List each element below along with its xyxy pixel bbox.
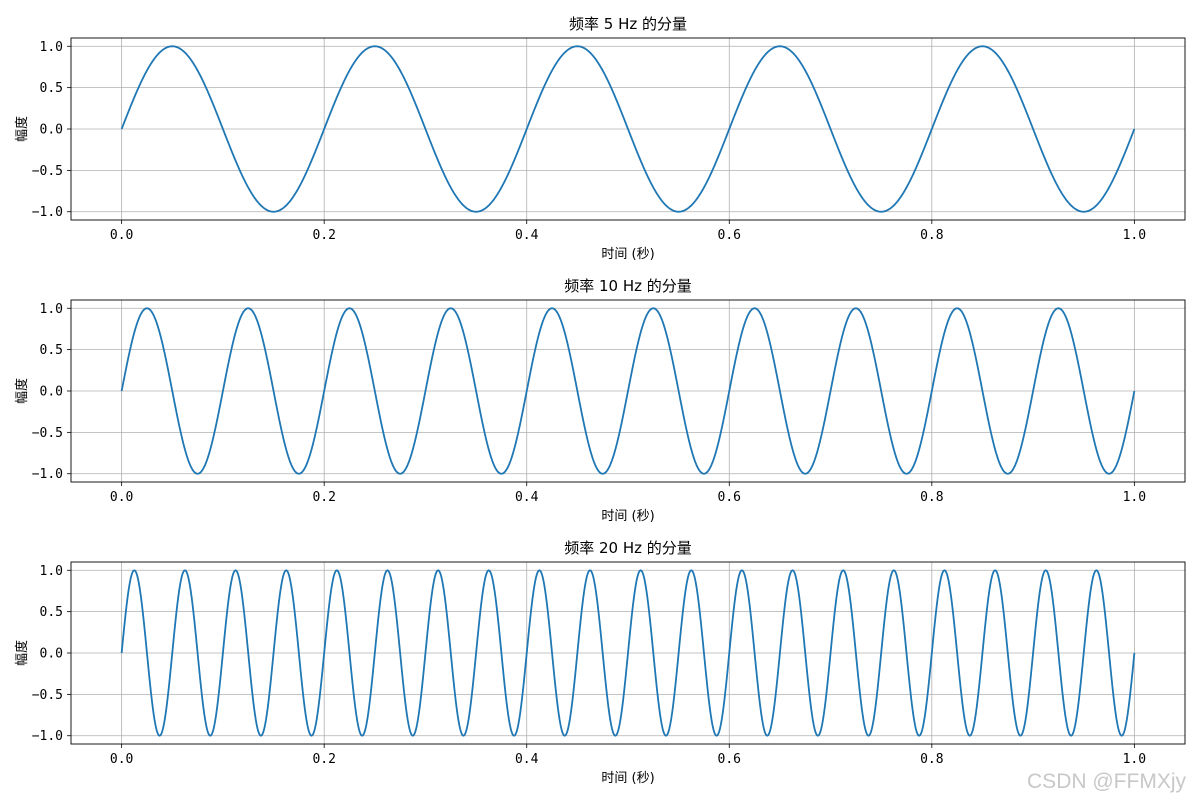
y-tick-label: 0.5 [40, 605, 63, 620]
x-tick-label: 0.4 [515, 490, 539, 505]
x-axis-label: 时间 (秒) [601, 247, 654, 262]
y-tick-label: 1.0 [40, 302, 63, 317]
series-line [120, 307, 1136, 475]
y-tick-label: 0.0 [40, 647, 63, 662]
y-tick-label: 1.0 [40, 40, 63, 55]
axes-frame [70, 299, 1186, 483]
y-axis-label: 幅度 [14, 116, 30, 142]
y-tick-label: −1.0 [32, 467, 63, 482]
y-tick-label: 0.5 [40, 81, 63, 96]
chart-title: 频率 10 Hz 的分量 [564, 277, 692, 295]
subplot-3: 0.0 0.2 0.4 0.6 0.8 1.0 1.0 0.5 0.0 −0.5 −1.0 频率 20… [14, 539, 1186, 786]
chart-title: 频率 5 Hz 的分量 [569, 15, 687, 33]
series-line [120, 569, 1136, 737]
y-axis-label: 幅度 [14, 378, 30, 404]
x-tick-label: 0.0 [110, 752, 133, 767]
y-tick-label: 1.0 [40, 564, 63, 579]
series-line [120, 45, 1136, 213]
x-tick-label: 1.0 [1123, 490, 1146, 505]
y-tick-label: −0.5 [32, 426, 63, 441]
y-tick-label: 0.5 [40, 343, 63, 358]
x-tick-label: 0.2 [312, 752, 335, 767]
y-tick-label: −1.0 [32, 729, 63, 744]
axes-frame [70, 37, 1186, 221]
x-tick-label: 0.2 [312, 490, 335, 505]
x-tick-label: 0.2 [312, 228, 335, 243]
x-tick-label: 0.8 [920, 752, 943, 767]
x-tick-label: 0.0 [110, 228, 133, 243]
x-axis-label: 时间 (秒) [601, 509, 654, 524]
x-tick-label: 0.6 [718, 752, 741, 767]
axes-frame [70, 561, 1186, 745]
y-tick-label: −0.5 [32, 164, 63, 179]
y-tick-label: −1.0 [32, 205, 63, 220]
y-tick-label: 0.0 [40, 385, 63, 400]
chart-title: 频率 20 Hz 的分量 [564, 539, 692, 557]
x-tick-label: 0.6 [718, 490, 741, 505]
x-tick-label: 0.6 [718, 228, 741, 243]
y-axis-label: 幅度 [14, 640, 30, 666]
subplot-1: 0.0 0.2 0.4 0.6 0.8 1.0 1.0 0.5 0.0 −0.5 −1.0 频率 5 … [14, 15, 1186, 262]
y-tick-label: 0.0 [40, 123, 63, 138]
watermark: CSDN @FFMXjy [1027, 770, 1186, 793]
y-tick-label: −0.5 [32, 688, 63, 703]
x-tick-label: 0.8 [920, 490, 943, 505]
x-tick-label: 1.0 [1123, 228, 1146, 243]
x-axis-label: 时间 (秒) [601, 771, 654, 786]
x-tick-label: 1.0 [1123, 752, 1146, 767]
x-tick-label: 0.4 [515, 752, 539, 767]
x-tick-label: 0.4 [515, 228, 539, 243]
x-tick-label: 0.0 [110, 490, 133, 505]
x-tick-label: 0.8 [920, 228, 943, 243]
subplot-2: 0.0 0.2 0.4 0.6 0.8 1.0 1.0 0.5 0.0 −0.5 −1.0 频率 10… [14, 277, 1186, 524]
